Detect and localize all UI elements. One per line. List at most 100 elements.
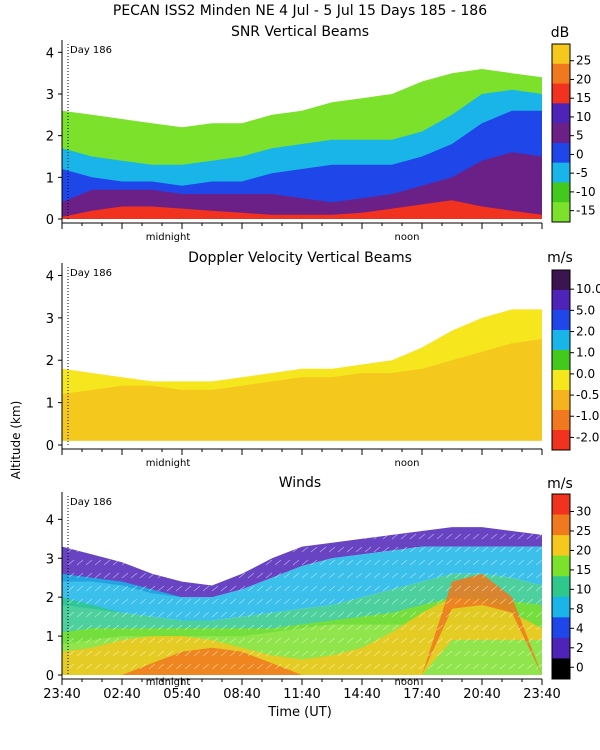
wind-barb	[76, 611, 84, 618]
wind-barb	[139, 650, 147, 657]
wind-barb	[337, 533, 345, 540]
wind-barb	[445, 520, 453, 527]
wind-barb	[391, 650, 399, 657]
wind-barb	[328, 559, 336, 566]
wind-barb	[103, 585, 111, 592]
wind-barb	[508, 585, 516, 592]
wind-barb	[166, 546, 174, 553]
colorbar-label: 0.0	[576, 367, 595, 381]
wind-barb	[157, 520, 165, 527]
wind-barb	[346, 637, 354, 644]
wind-barb	[157, 533, 165, 540]
wind-barb	[202, 624, 210, 631]
wind-barb	[184, 598, 192, 605]
colorbar-segment	[552, 44, 570, 65]
wind-barb	[85, 533, 93, 540]
wind-barb	[292, 572, 300, 579]
wind-barb	[85, 650, 93, 657]
colorbar-label: 15	[576, 563, 591, 577]
wind-barb	[76, 585, 84, 592]
wind-barb	[427, 520, 435, 527]
wind-barb	[328, 624, 336, 631]
wind-barb	[112, 637, 120, 644]
wind-barb	[373, 663, 381, 670]
wind-barb	[166, 611, 174, 618]
wind-barb	[418, 598, 426, 605]
wind-barb	[391, 637, 399, 644]
wind-barb	[454, 533, 462, 540]
wind-barb	[184, 559, 192, 566]
wind-barb	[319, 572, 327, 579]
wind-barb	[355, 663, 363, 670]
wind-barb	[301, 624, 309, 631]
wind-barb	[508, 663, 516, 670]
wind-barb	[211, 559, 219, 566]
wind-barb	[139, 585, 147, 592]
colorbar-segment	[552, 310, 570, 331]
wind-barb	[391, 572, 399, 579]
colorbar-segment	[552, 430, 570, 451]
wind-barb	[265, 624, 273, 631]
wind-barb	[148, 585, 156, 592]
day-marker: Day 186	[70, 268, 112, 279]
wind-barb	[112, 546, 120, 553]
wind-barb	[247, 611, 255, 618]
wind-barb	[130, 637, 138, 644]
wind-barb	[283, 585, 291, 592]
wind-barb	[445, 585, 453, 592]
colorbar-label: 10.0	[576, 282, 600, 296]
wind-barb	[418, 637, 426, 644]
wind-barb	[400, 559, 408, 566]
wind-barb	[328, 520, 336, 527]
wind-barb	[337, 611, 345, 618]
wind-barb	[382, 637, 390, 644]
colorbar-label: 25	[576, 54, 591, 68]
wind-barb	[355, 520, 363, 527]
wind-barb	[85, 572, 93, 579]
wind-barb	[355, 585, 363, 592]
panel-title: Winds	[279, 475, 321, 491]
wind-barb	[508, 559, 516, 566]
wind-barb	[526, 663, 534, 670]
y-tick-label: 3	[46, 88, 54, 103]
wind-barb	[301, 663, 309, 670]
wind-barb	[409, 598, 417, 605]
wind-barb	[220, 572, 228, 579]
wind-barb	[292, 650, 300, 657]
wind-barb	[472, 598, 480, 605]
wind-barb	[76, 637, 84, 644]
wind-barb	[256, 650, 264, 657]
wind-barb	[229, 637, 237, 644]
y-tick-label: 1	[46, 397, 54, 412]
wind-barb	[364, 533, 372, 540]
data-layer	[62, 573, 542, 644]
wind-barb	[121, 533, 129, 540]
time-tick-label: 23:40	[43, 687, 80, 702]
y-tick-label: 2	[46, 591, 54, 606]
wind-barb	[418, 520, 426, 527]
colorbar-label: 30	[576, 504, 591, 518]
wind-barb	[247, 650, 255, 657]
wind-barb	[400, 598, 408, 605]
wind-barb	[382, 546, 390, 553]
wind-barb	[76, 663, 84, 670]
wind-barb	[463, 598, 471, 605]
wind-barb	[337, 572, 345, 579]
wind-barb	[400, 533, 408, 540]
wind-barb	[454, 559, 462, 566]
figure-header: PECAN ISS2 Minden NE 4 Jul - 5 Jul 15 Da…	[113, 3, 487, 19]
wind-barb	[274, 663, 282, 670]
wind-barb	[202, 546, 210, 553]
wind-barb	[517, 624, 525, 631]
colorbar-segment	[552, 142, 570, 164]
wind-barb	[130, 520, 138, 527]
wind-barb	[400, 520, 408, 527]
wind-barb	[346, 624, 354, 631]
wind-barb	[76, 520, 84, 527]
day-marker: Day 186	[70, 497, 112, 508]
wind-barb	[274, 598, 282, 605]
wind-barb	[292, 533, 300, 540]
wind-barb	[148, 559, 156, 566]
wind-barb	[292, 585, 300, 592]
wind-barb	[472, 546, 480, 553]
